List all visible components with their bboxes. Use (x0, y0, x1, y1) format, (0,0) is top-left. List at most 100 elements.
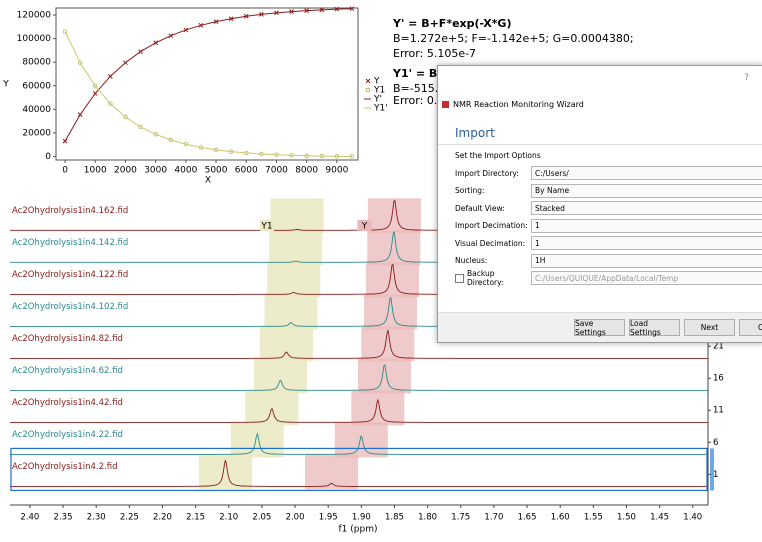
x-tick-label: 3000 (144, 166, 167, 176)
point-marker (153, 132, 158, 137)
x-tick-label: 1.55 (584, 513, 603, 523)
x-tick-label: 2.10 (219, 513, 238, 523)
dialog-button[interactable]: Next (684, 319, 735, 336)
trace-label: Ac2Ohydrolysis1in4.2.fid (12, 462, 118, 472)
x-tick-label: 2.30 (87, 513, 106, 523)
form-row: Visual Decimation: 1 (455, 236, 762, 250)
x-tick-label: 2.15 (186, 513, 205, 523)
field-label: Visual Decimation: (455, 238, 526, 248)
fit-params: B=-515.8 (393, 82, 445, 95)
region-label: Y (361, 222, 368, 232)
legend-swatch (365, 78, 371, 84)
x-axis-label: X (205, 176, 211, 186)
y-tick-label: 120000 (17, 11, 52, 21)
legend-label: Y (373, 77, 380, 87)
checkbox[interactable] (455, 273, 464, 283)
trace-label: Ac2Ohydrolysis1in4.102.fid (12, 302, 128, 312)
region-y (365, 262, 419, 298)
x-tick-label: 1.80 (418, 513, 437, 523)
region-y1 (198, 454, 252, 490)
page-subheading: Set the Import Options (455, 151, 541, 160)
region-y1 (253, 358, 307, 394)
spectrum-trace (10, 432, 708, 455)
point-marker (123, 114, 128, 120)
form-row: Backup Directory: C:/Users/QUIQUE/AppData… (455, 269, 762, 287)
field-label: Import Decimation: (455, 221, 528, 230)
region-y1 (269, 230, 323, 266)
x-tick-label: 2.20 (153, 513, 172, 523)
fit-line (64, 8, 352, 142)
field-input[interactable]: C:/Users/QUIQUE/AppData/Local/Temp (531, 271, 762, 285)
form-row: Sorting: By Name (455, 183, 762, 198)
field-input[interactable]: C:/Users/ (531, 166, 762, 180)
x-tick-label: 1.70 (484, 513, 503, 523)
region-y (367, 198, 421, 234)
dialog-title: NMR Reaction Monitoring Wizard (442, 100, 584, 109)
field-label: Nucleus: (455, 256, 488, 265)
fit-equation: Y1' = B- (392, 67, 442, 80)
point-marker (93, 83, 98, 89)
trace-label: Ac2Ohydrolysis1in4.82.fid (12, 334, 123, 344)
region-y (358, 358, 412, 394)
x-tick-label: 1.75 (451, 513, 470, 523)
legend-label: Y1 (373, 86, 385, 96)
x-tick-label: 7000 (265, 166, 288, 176)
selection-handle (710, 448, 714, 491)
wizard-dialog: ? NMR Reaction Monitoring Wizard Import … (437, 65, 762, 343)
dialog-button[interactable]: Car (739, 319, 762, 336)
separator (438, 144, 762, 145)
x-tick-label: 8000 (295, 166, 318, 176)
field-label: Backup Directory: (467, 269, 504, 287)
y-tick-label: 20000 (22, 128, 51, 138)
fit-error: Error: 0.0 (393, 94, 444, 107)
region-y1 (270, 198, 324, 234)
dialog-button[interactable]: Load Settings (629, 319, 680, 337)
region-y (367, 230, 421, 266)
field-label: Default View: (455, 203, 505, 213)
point-marker (62, 29, 68, 34)
x-tick-label: 6000 (235, 166, 258, 176)
y-tick-label: 60000 (22, 81, 51, 91)
help-button[interactable]: ? (744, 73, 749, 83)
y-tick-label: 11 (713, 406, 724, 416)
region-y (304, 454, 359, 490)
form-row: Import Decimation: 1 (455, 218, 762, 233)
page-heading: Import (455, 126, 495, 140)
field-input[interactable]: 1 (531, 236, 762, 250)
point-marker (77, 60, 83, 65)
x-tick-label: 9000 (325, 166, 348, 176)
form-row: Nucleus: 1H (455, 253, 762, 268)
y-tick-label: 100000 (17, 34, 52, 44)
field-input[interactable]: 1H (531, 253, 762, 268)
field-input[interactable]: By Name (531, 183, 762, 198)
dialog-button[interactable]: Save Settings (574, 319, 625, 337)
y-tick-label: 21 (713, 342, 724, 352)
region-label: Y1 (260, 222, 272, 232)
legend-label: Y' (373, 95, 382, 105)
x-tick-label: 2.25 (120, 513, 139, 523)
plot-area (55, 7, 359, 161)
selection-box (10, 447, 708, 492)
region-y1 (264, 294, 318, 330)
legend-swatch (365, 87, 371, 93)
field-input[interactable]: Stacked (531, 201, 762, 215)
x-tick-label: 1.60 (551, 513, 570, 523)
x-tick-label: 0 (62, 166, 68, 176)
region-y1 (267, 262, 321, 298)
field-label: Sorting: (455, 186, 485, 195)
trace-label: Ac2Ohydrolysis1in4.42.fid (12, 398, 123, 408)
field-input[interactable]: 1 (531, 218, 762, 233)
point-marker (138, 124, 143, 130)
x-tick-label: 1.90 (352, 513, 371, 523)
x-axis-label: f1 (ppm) (339, 525, 378, 535)
x-tick-label: 2.40 (20, 513, 39, 523)
x-tick-label: 2.35 (54, 513, 73, 523)
x-tick-label: 1.45 (650, 513, 669, 523)
field-label: Import Directory: (455, 168, 519, 178)
y-tick-label: 0 (45, 152, 51, 162)
region-y (351, 390, 405, 426)
x-tick-label: 1.85 (385, 513, 404, 523)
trace-label: Ac2Ohydrolysis1in4.142.fid (12, 238, 128, 248)
